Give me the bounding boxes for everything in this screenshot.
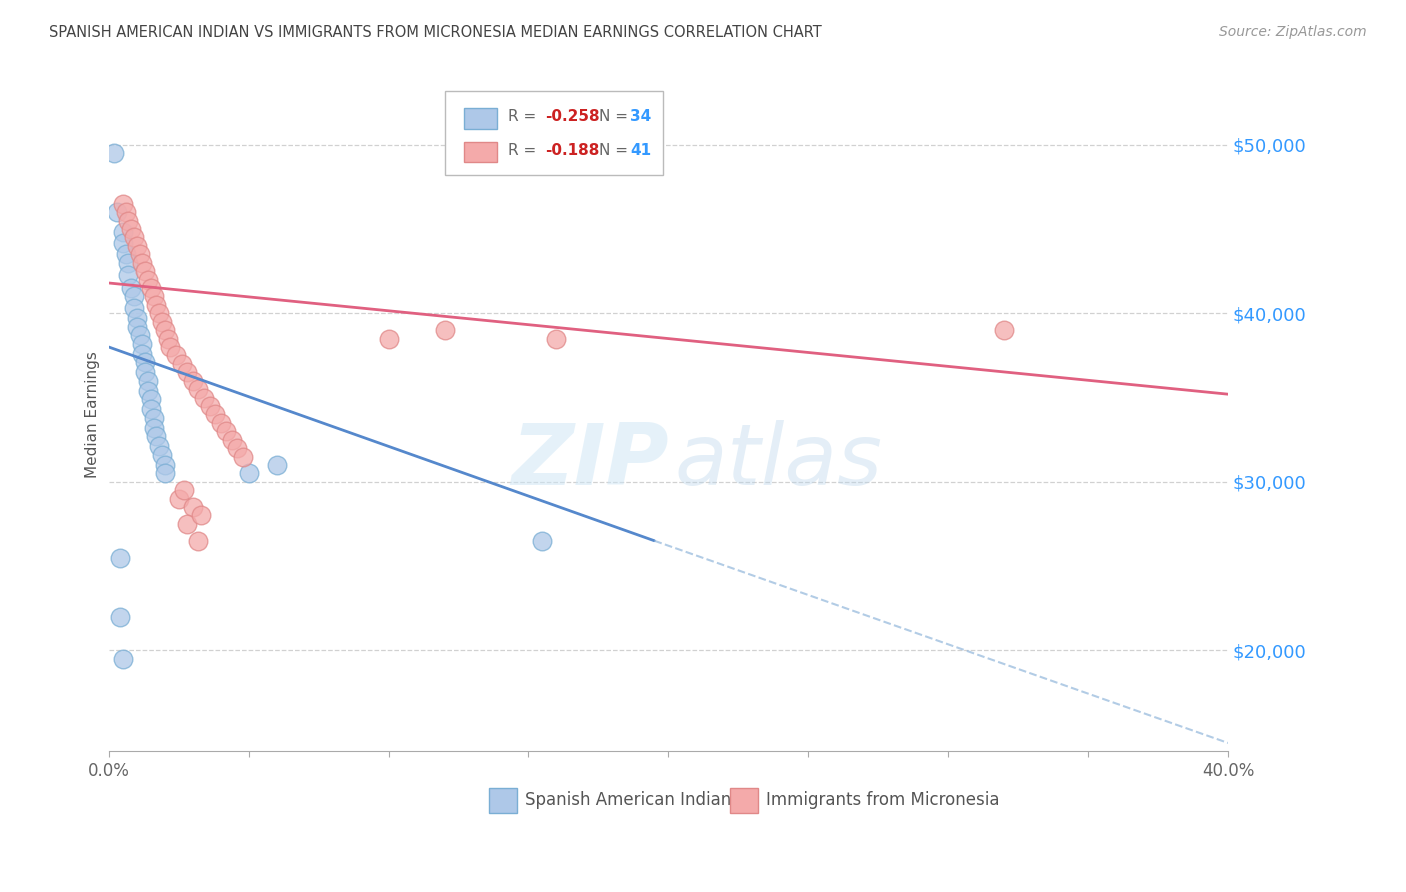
Bar	[489, 788, 517, 814]
Point	[111, 226, 134, 240]
Y-axis label: Median Earnings: Median Earnings	[86, 351, 100, 478]
Point	[128, 328, 150, 343]
Point	[134, 355, 156, 369]
Text: Source: ZipAtlas.com: Source: ZipAtlas.com	[1219, 25, 1367, 39]
Point	[122, 289, 145, 303]
Point	[105, 205, 128, 219]
Point	[145, 298, 167, 312]
FancyBboxPatch shape	[444, 91, 662, 175]
Point	[142, 289, 165, 303]
Point	[165, 348, 187, 362]
Point	[122, 230, 145, 244]
Point	[148, 439, 170, 453]
Point	[159, 340, 181, 354]
Text: Immigrants from Micronesia: Immigrants from Micronesia	[766, 791, 1000, 809]
Point	[181, 500, 204, 514]
Text: R =: R =	[509, 143, 541, 158]
Point	[122, 301, 145, 316]
Point	[176, 516, 198, 531]
Point	[150, 315, 173, 329]
Point	[139, 392, 162, 407]
Point	[167, 491, 190, 506]
Text: -0.188: -0.188	[546, 143, 599, 158]
Point	[148, 306, 170, 320]
Point	[131, 336, 153, 351]
Point	[531, 533, 554, 548]
Text: 41: 41	[630, 143, 651, 158]
Point	[433, 323, 456, 337]
Point	[187, 533, 209, 548]
Point	[156, 332, 179, 346]
Point	[187, 382, 209, 396]
Point	[190, 508, 212, 523]
Point	[114, 247, 136, 261]
Point	[173, 483, 195, 498]
Point	[120, 281, 142, 295]
Point	[153, 323, 176, 337]
Text: N =: N =	[599, 109, 633, 124]
Bar	[464, 142, 498, 162]
Text: SPANISH AMERICAN INDIAN VS IMMIGRANTS FROM MICRONESIA MEDIAN EARNINGS CORRELATIO: SPANISH AMERICAN INDIAN VS IMMIGRANTS FR…	[49, 25, 823, 40]
Point	[377, 332, 399, 346]
Point	[193, 391, 215, 405]
Point	[131, 347, 153, 361]
Point	[170, 357, 193, 371]
Point	[209, 416, 232, 430]
Point	[136, 374, 159, 388]
Point	[215, 424, 238, 438]
Point	[142, 410, 165, 425]
Point	[134, 264, 156, 278]
Bar	[730, 788, 758, 814]
Point	[232, 450, 254, 464]
Point	[117, 268, 139, 282]
Point	[114, 205, 136, 219]
Point	[117, 213, 139, 227]
Point	[142, 421, 165, 435]
Point	[111, 235, 134, 250]
Point	[145, 429, 167, 443]
Point	[108, 550, 131, 565]
Point	[120, 222, 142, 236]
Point	[125, 319, 148, 334]
Text: -0.258: -0.258	[546, 109, 600, 124]
Point	[111, 196, 134, 211]
Point	[226, 441, 249, 455]
Point	[117, 256, 139, 270]
Point	[139, 402, 162, 417]
Point	[134, 365, 156, 379]
Point	[221, 433, 243, 447]
Point	[103, 146, 125, 161]
Point	[150, 448, 173, 462]
Point	[181, 374, 204, 388]
Point	[266, 458, 288, 472]
Text: atlas: atlas	[673, 420, 882, 503]
Point	[153, 467, 176, 481]
Point	[128, 247, 150, 261]
Point	[131, 256, 153, 270]
Text: 34: 34	[630, 109, 651, 124]
Point	[111, 651, 134, 665]
Point	[108, 609, 131, 624]
Point	[993, 323, 1015, 337]
Point	[238, 467, 260, 481]
Text: R =: R =	[509, 109, 541, 124]
Point	[153, 458, 176, 472]
Point	[198, 399, 221, 413]
Point	[125, 239, 148, 253]
Point	[546, 332, 568, 346]
Point	[136, 384, 159, 398]
Bar	[464, 109, 498, 128]
Point	[139, 281, 162, 295]
Point	[125, 311, 148, 326]
Point	[136, 272, 159, 286]
Text: ZIP: ZIP	[510, 420, 668, 503]
Text: N =: N =	[599, 143, 633, 158]
Point	[176, 365, 198, 379]
Text: Spanish American Indians: Spanish American Indians	[524, 791, 740, 809]
Point	[204, 408, 226, 422]
